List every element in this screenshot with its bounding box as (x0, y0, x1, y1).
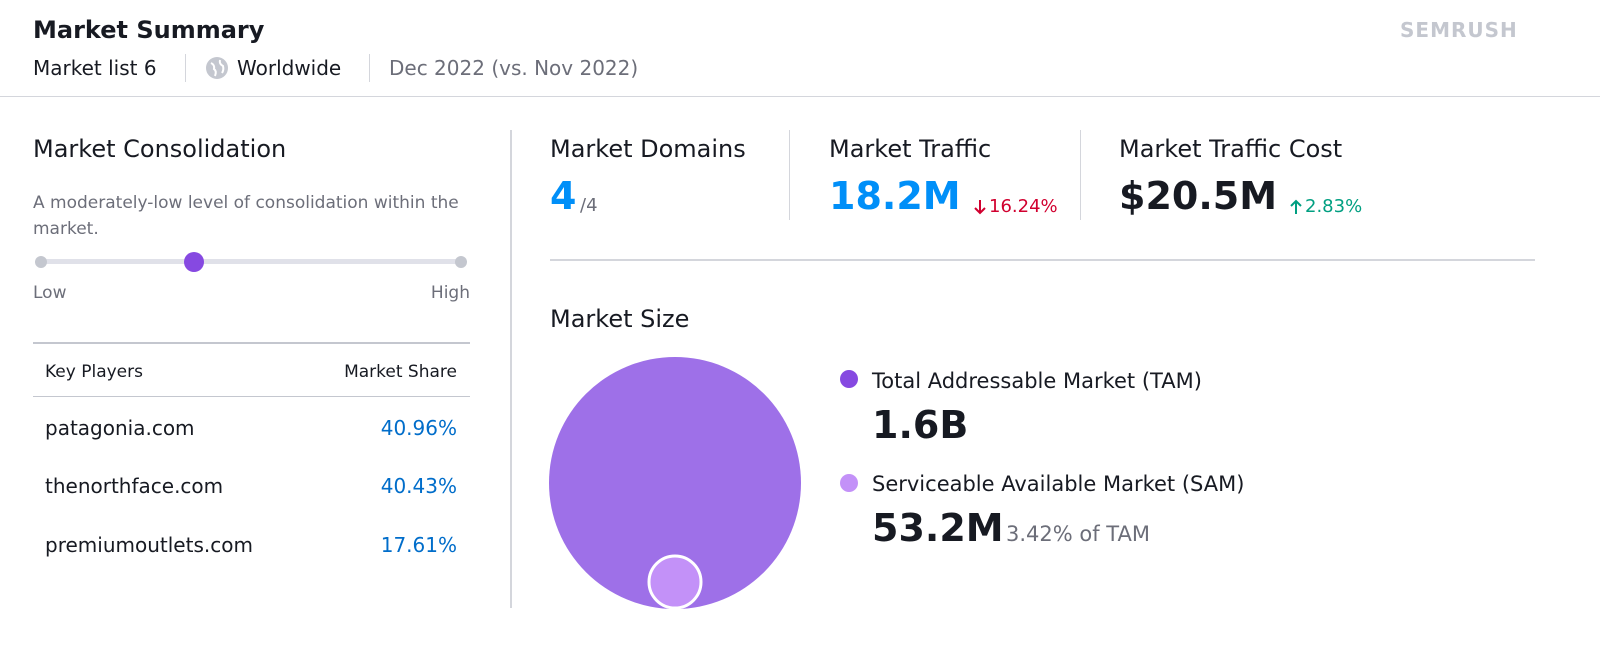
period[interactable]: Dec 2022 (vs. Nov 2022) (389, 56, 639, 80)
metric-label: Market Domains (550, 135, 746, 163)
metric-label: Market Traffic (829, 135, 992, 163)
legend-dot (840, 370, 858, 388)
metric-value: 4 (550, 174, 577, 218)
brand: SEMRUSH (1400, 18, 1518, 42)
metric-total: /4 (580, 195, 598, 216)
metric-value: 18.2M (829, 174, 961, 218)
domain[interactable]: patagonia.com (45, 416, 195, 440)
share: 17.61% (380, 533, 457, 557)
table-top (33, 342, 470, 344)
sep (185, 54, 186, 82)
metric-change: 2.83% (1305, 196, 1363, 217)
high-label: High (430, 283, 470, 303)
metric-value: $20.5M (1119, 174, 1278, 218)
section-title: Market Consolidation (33, 135, 287, 163)
market-size-circles (549, 357, 801, 610)
region[interactable]: Worldwide (237, 56, 342, 80)
arrow-up (1290, 199, 1302, 214)
legend-label: Total Addressable Market (TAM) (872, 369, 1202, 393)
share: 40.43% (380, 474, 457, 498)
metric-change: 16.24% (989, 196, 1058, 217)
divider (0, 96, 1600, 97)
col-header: Key Players (45, 362, 143, 382)
legend-label: Serviceable Available Market (SAM) (872, 472, 1245, 496)
table-header-line (33, 396, 470, 397)
section-title: Market Size (550, 305, 690, 333)
col-header: Market Share (344, 362, 457, 382)
divider (550, 259, 1535, 261)
legend-note: 3.42% of TAM (1006, 522, 1150, 546)
globe-icon (206, 57, 228, 79)
sep (369, 54, 370, 82)
metric-label: Market Traffic Cost (1119, 135, 1343, 163)
share: 40.96% (380, 416, 457, 440)
title: Market Summary (33, 16, 265, 44)
low-label: Low (33, 283, 67, 303)
legend-value: 53.2M (872, 506, 1004, 550)
slider (35, 252, 467, 272)
description: A moderately-low level of consolidation … (33, 193, 459, 239)
list[interactable]: Market list 6 (33, 56, 157, 80)
domain[interactable]: premiumoutlets.com (45, 533, 253, 557)
domain[interactable]: thenorthface.com (45, 474, 224, 498)
sep (1080, 130, 1081, 220)
legend-dot (840, 474, 858, 492)
arrow-down (974, 200, 986, 215)
column-sep (510, 130, 512, 608)
sep (789, 130, 790, 220)
legend-value: 1.6B (872, 403, 969, 447)
